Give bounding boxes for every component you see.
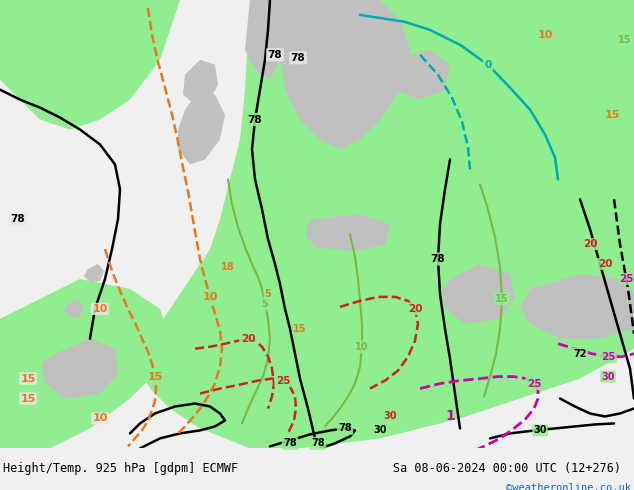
- Text: 15: 15: [20, 373, 36, 384]
- Text: 25: 25: [527, 379, 541, 389]
- Text: 78: 78: [248, 115, 262, 124]
- Text: 25: 25: [601, 352, 615, 362]
- Text: 78: 78: [283, 439, 297, 448]
- Text: 10: 10: [355, 342, 369, 352]
- Text: 20: 20: [408, 304, 422, 314]
- Text: 5: 5: [264, 289, 271, 299]
- Text: 20: 20: [598, 259, 612, 269]
- Text: 30: 30: [373, 425, 387, 436]
- Text: 18: 18: [221, 262, 235, 272]
- Text: 5: 5: [262, 299, 268, 309]
- Text: 15: 15: [147, 371, 163, 382]
- Text: 10: 10: [537, 30, 553, 40]
- Text: 30: 30: [533, 425, 547, 436]
- Text: 30: 30: [601, 371, 615, 382]
- Text: 78: 78: [11, 214, 25, 224]
- Text: 15: 15: [20, 393, 36, 404]
- Text: 10: 10: [93, 414, 108, 423]
- Text: 78: 78: [311, 439, 325, 448]
- Text: 78: 78: [430, 254, 445, 264]
- Text: 1: 1: [445, 410, 455, 423]
- Text: Height/Temp. 925 hPa [gdpm] ECMWF: Height/Temp. 925 hPa [gdpm] ECMWF: [3, 462, 238, 475]
- Text: 25: 25: [619, 274, 634, 284]
- Text: 25: 25: [276, 376, 290, 386]
- Text: 15: 15: [495, 294, 508, 304]
- Text: 30: 30: [383, 412, 397, 421]
- Text: 15: 15: [604, 110, 619, 120]
- Text: 10: 10: [93, 304, 108, 314]
- Text: 20: 20: [583, 239, 597, 249]
- Text: 15: 15: [294, 324, 307, 334]
- Text: 78: 78: [338, 423, 352, 434]
- Text: ©weatheronline.co.uk: ©weatheronline.co.uk: [506, 483, 631, 490]
- Text: 72: 72: [573, 349, 586, 359]
- Text: Sa 08-06-2024 00:00 UTC (12+276): Sa 08-06-2024 00:00 UTC (12+276): [393, 462, 621, 475]
- Text: 78: 78: [268, 50, 282, 60]
- Text: 15: 15: [618, 35, 631, 45]
- Text: 0: 0: [484, 60, 491, 70]
- Text: 10: 10: [202, 292, 217, 302]
- Text: 20: 20: [241, 334, 256, 344]
- Text: 78: 78: [290, 53, 306, 63]
